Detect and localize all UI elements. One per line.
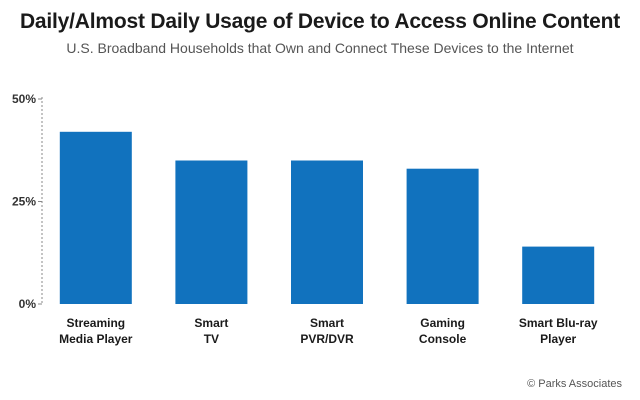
category-label: Smart: [194, 316, 228, 330]
category-label: TV: [204, 332, 219, 346]
y-tick-label: 0%: [19, 297, 37, 311]
y-tick-label: 50%: [12, 92, 36, 106]
category-label: Smart: [310, 316, 344, 330]
category-label: Smart Blu-ray: [519, 316, 598, 330]
category-label: Player: [540, 332, 576, 346]
y-axis: 0% 25% 50%: [12, 92, 43, 311]
bar: [406, 168, 479, 304]
y-tick-label: 25%: [12, 195, 36, 209]
bar: [175, 160, 248, 304]
chart-subtitle: U.S. Broadband Households that Own and C…: [66, 40, 574, 56]
category-label: Media Player: [59, 332, 133, 346]
category-label: Streaming: [66, 316, 125, 330]
category-label: PVR/DVR: [300, 332, 354, 346]
category-label: Gaming: [420, 316, 465, 330]
bar: [291, 160, 363, 304]
category-labels: Streaming Media Player Smart TV Smart PVR/DVR…: [59, 316, 598, 346]
chart-title: Daily/Almost Daily Usage of Device to Ac…: [19, 10, 621, 33]
bar: [522, 246, 595, 304]
source-credit: © Parks Associates: [527, 378, 622, 390]
y-ticks: 0% 25% 50%: [12, 92, 42, 311]
bars: [59, 131, 595, 304]
category-label: Console: [419, 332, 467, 346]
bar: [59, 131, 132, 304]
